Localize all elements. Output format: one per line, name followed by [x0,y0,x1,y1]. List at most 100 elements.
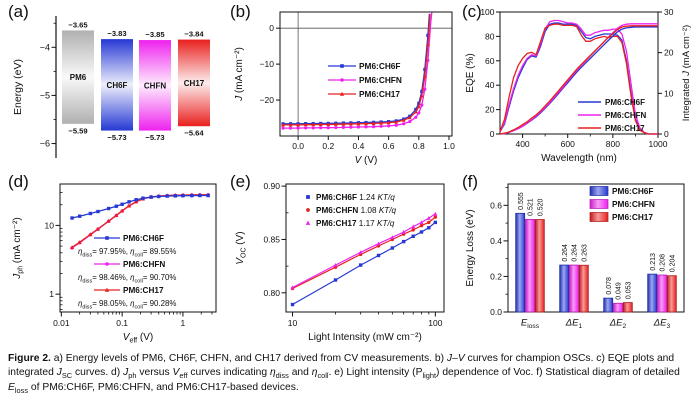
svg-text:PM6:CH17: PM6:CH17 [359,89,400,99]
panel-b: (b) 0.0 0.2 0.4 0.6 0.8 1.0 0 −10 −20 V (V) J (mA … [228,2,458,170]
panel-b-label: (b) [230,2,251,21]
svg-text:CHFN: CHFN [144,81,166,90]
svg-text:0.2: 0.2 [322,141,334,151]
bar-pm6-ch17-cat3: 0.204 [666,255,677,313]
svg-text:0.8: 0.8 [413,141,425,151]
series-pm6-chfn [281,12,433,130]
svg-text:0.263: 0.263 [581,244,588,262]
energy-bar-chfn: −3.85 −5.73 CHFN [139,30,171,142]
energy-loss-bar-chart: 0.0 0.2 0.4 0.6 Energy Loss (eV) Eloss ΔE1 ΔE2 Δ… [460,172,698,352]
axes: 0.0 0.2 0.4 0.6 Energy Loss (eV) Eloss ΔE1 ΔE2 Δ… [465,183,685,331]
svg-text:Eloss: Eloss [521,318,540,331]
axes: 10 100 0.80 0.85 0.90 Light Intensity (mW cm⁻… [235,181,445,343]
svg-text:0.521: 0.521 [528,198,535,216]
svg-text:−3.83: −3.83 [107,29,126,38]
bar-pm6-chfn-cat0: 0.521 [525,198,535,313]
svg-text:VOC (V): VOC (V) [235,231,248,264]
svg-text:1: 1 [181,318,186,328]
svg-text:−5.59: −5.59 [68,126,87,135]
svg-text:PM6:CH6F: PM6:CH6F [359,61,401,71]
bar-pm6-ch6f-cat1: 0.264 [559,244,570,313]
svg-text:CH17: CH17 [184,79,205,88]
svg-text:0.049: 0.049 [616,282,623,300]
svg-text:Energy (eV): Energy (eV) [12,59,24,115]
svg-text:Light Intensity (mW cm⁻²): Light Intensity (mW cm⁻²) [308,332,422,343]
svg-text:0.80: 0.80 [263,288,280,298]
svg-text:1: 1 [49,289,54,299]
voc-pl-svg: 10 100 0.80 0.85 0.90 Light Intensity (mW cm⁻… [235,181,445,343]
bar-pm6-chfn-cat2: 0.049 [613,282,623,313]
svg-text:Veff (V): Veff (V) [123,332,153,345]
svg-text:0.520: 0.520 [537,198,544,216]
svg-text:−4: −4 [40,42,50,52]
svg-text:10: 10 [664,88,674,98]
svg-text:10: 10 [45,220,55,230]
axes: 400 600 800 10000204060801000102030Waveleng… [465,7,692,164]
integrated-series-pm6-chfn [499,23,658,135]
svg-text:PM6:CH17 1.17 KT/q: PM6:CH17 1.17 KT/q [316,219,395,228]
svg-text:20: 20 [485,105,495,115]
svg-text:ηdiss= 97.95%, ηcoll= 89.55%: ηdiss= 97.95%, ηcoll= 89.55% [78,247,176,259]
svg-text:PM6:CH6F: PM6:CH6F [605,98,645,107]
svg-text:0.4: 0.4 [490,236,502,246]
svg-text:PM6:CH6F: PM6:CH6F [123,234,164,243]
svg-text:V (V): V (V) [355,155,378,166]
panel-f-label: (f) [462,172,479,191]
svg-text:800: 800 [606,139,620,149]
svg-text:Wavelength (nm): Wavelength (nm) [541,153,617,164]
svg-text:1.0: 1.0 [443,141,455,151]
svg-text:PM6:CHFN 1.08 KT/q: PM6:CHFN 1.08 KT/q [316,206,397,215]
svg-text:PM6:CHFN: PM6:CHFN [359,75,402,85]
bar-pm6-chfn-cat1: 0.264 [569,244,579,313]
integrated-series-pm6-ch17 [499,25,658,135]
panel-a: (a) −4 −5 −6 Energy (eV) −3.65 −5.59 PM6 −3.83−… [6,2,224,170]
eqe-series-pm6-ch17 [499,23,658,135]
svg-text:PM6: PM6 [70,73,87,82]
svg-text:−3.84: −3.84 [184,30,204,39]
svg-text:PM6:CH17: PM6:CH17 [605,124,645,133]
panel-e: (e) 10 100 0.80 0.85 0.90 Light Intensity (mW… [228,172,458,352]
eqe-series-pm6-chfn [499,19,658,135]
svg-text:100: 100 [480,7,494,17]
svg-text:−3.65: −3.65 [68,20,88,29]
bar-pm6-ch6f-cat2: 0.078 [603,277,614,313]
svg-text:ΔE1: ΔE1 [565,318,583,331]
energy-bar-ch17: −3.84 −5.64 CH17 [178,30,210,138]
energy-loss-svg: 0.0 0.2 0.4 0.6 Energy Loss (eV) Eloss ΔE1 ΔE2 Δ… [465,183,685,331]
energy-levels-chart: −4 −5 −6 Energy (eV) −3.65 −5.59 PM6 −3.83 −5.73… [6,2,224,170]
svg-text:60: 60 [485,56,495,66]
bar-pm6-ch6f-cat0: 0.555 [515,192,526,313]
svg-text:0.85: 0.85 [263,234,280,244]
axes: 0.0 0.2 0.4 0.6 0.8 1.0 0 −10 −20 V (V) J (mA cm⁻²… [234,11,455,166]
energy-bar-ch6f: −3.83 −5.73 CH6F [101,29,133,142]
svg-text:0.4: 0.4 [353,141,365,151]
svg-text:0.264: 0.264 [562,244,569,262]
jph-veff-svg: 0.01 0.1 1 1 10 Veff (V) Jph (mA cm⁻²) PM6:CH6F… [12,183,217,345]
svg-text:0: 0 [490,129,495,139]
jv-curves-svg: 0.0 0.2 0.4 0.6 0.8 1.0 0 −10 −20 V (V) J (mA cm⁻²… [234,11,455,166]
svg-text:−5.73: −5.73 [107,133,126,142]
svg-text:PM6:CH6F: PM6:CH6F [612,186,654,196]
svg-text:−5: −5 [40,90,50,100]
svg-text:Energy Loss (eV): Energy Loss (eV) [465,209,476,286]
legend: PM6:CH6F 1.24 KT/q PM6:CHFN 1.08 KT/q PM6:… [305,193,397,228]
svg-text:100: 100 [428,318,442,328]
bar-pm6-ch17-cat1: 0.263 [578,244,589,313]
voc-light-intensity-chart: 10 100 0.80 0.85 0.90 Light Intensity (mW cm⁻… [228,172,458,352]
y-axis: −4 −5 −6 Energy (eV) [12,16,57,158]
svg-text:EQE (%): EQE (%) [465,53,476,92]
eqe-chart: 400 600 800 1000 0 20 40 60 80 100 0 10 20 30 Waveleng… [460,2,698,170]
legend: PM6:CH6F PM6:CHFN PM6:CH17 [589,186,655,222]
svg-text:0.213: 0.213 [650,253,657,271]
svg-text:PM6:CHFN: PM6:CHFN [612,199,655,209]
bar-pm6-chfn-cat3: 0.208 [657,254,667,313]
svg-text:0: 0 [269,23,274,33]
svg-text:0.0: 0.0 [292,141,304,151]
svg-text:CH6F: CH6F [107,81,128,90]
svg-text:−6: −6 [40,139,50,149]
svg-text:400: 400 [515,139,529,149]
svg-text:10: 10 [288,318,298,328]
svg-text:0.2: 0.2 [490,271,502,281]
